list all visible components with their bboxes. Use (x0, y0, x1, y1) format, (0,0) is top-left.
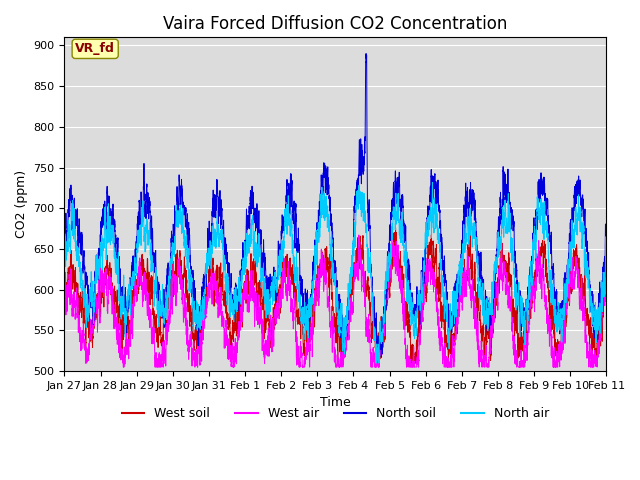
North air (573, 225, 581, 231)
North air (472, 237, 480, 243)
West soil (603, 263, 611, 268)
West soil (317, 264, 324, 270)
West air (457, 278, 465, 284)
North air (457, 257, 465, 263)
North air (61, 264, 68, 270)
North air (372, 360, 380, 366)
North soil (61, 229, 68, 235)
North soil (580, 223, 588, 228)
Y-axis label: CO2 (ppm): CO2 (ppm) (15, 170, 28, 238)
North soil (603, 234, 611, 240)
West air (120, 364, 127, 370)
X-axis label: Time: Time (320, 396, 351, 409)
North soil (573, 181, 581, 187)
West air (603, 289, 611, 295)
West soil (61, 296, 68, 302)
West air (580, 296, 588, 301)
North soil (374, 355, 381, 360)
West air (355, 232, 363, 238)
North soil (362, 51, 370, 57)
West air (472, 308, 480, 314)
West air (245, 296, 253, 301)
West soil (457, 282, 465, 288)
Line: West soil: West soil (65, 227, 607, 363)
West air (61, 293, 68, 299)
West soil (580, 291, 588, 297)
West soil (244, 284, 252, 290)
Line: West air: West air (65, 235, 607, 367)
North soil (457, 272, 465, 277)
West air (317, 274, 325, 279)
Text: VR_fd: VR_fd (76, 42, 115, 55)
North air (580, 228, 588, 234)
Line: North air: North air (65, 182, 607, 363)
West soil (472, 296, 480, 301)
North air (603, 251, 611, 256)
North air (429, 180, 436, 185)
West air (573, 267, 581, 273)
West soil (573, 259, 581, 265)
West soil (467, 224, 474, 230)
Legend: West soil, West air, North soil, North air: West soil, West air, North soil, North a… (116, 402, 554, 425)
Title: Vaira Forced Diffusion CO2 Concentration: Vaira Forced Diffusion CO2 Concentration (163, 15, 508, 33)
West soil (407, 360, 415, 366)
Line: North soil: North soil (65, 54, 607, 358)
North soil (472, 227, 480, 232)
North air (244, 241, 252, 247)
North soil (244, 225, 252, 230)
North soil (317, 185, 324, 191)
North air (317, 198, 324, 204)
